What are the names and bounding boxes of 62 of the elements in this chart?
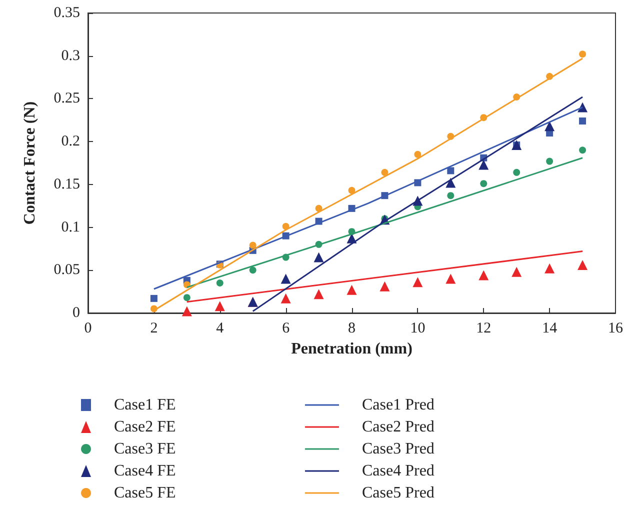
x-tick-label: 4 bbox=[216, 320, 224, 336]
legend-label: Case2 FE bbox=[114, 418, 176, 436]
y-tick-label: 0 bbox=[72, 305, 80, 321]
point bbox=[280, 293, 291, 304]
point bbox=[183, 294, 190, 302]
legend-label: Case1 FE bbox=[114, 396, 176, 414]
point bbox=[348, 186, 356, 194]
y-tick-label: 0.1 bbox=[61, 219, 80, 236]
y-tick-label: 0.2 bbox=[61, 134, 80, 150]
legend-label: Case5 FE bbox=[114, 484, 176, 502]
y-tick-label: 0.15 bbox=[54, 176, 80, 192]
point bbox=[513, 168, 520, 176]
legend-label: Case2 Pred bbox=[362, 418, 434, 436]
point bbox=[216, 280, 224, 286]
point bbox=[447, 167, 454, 174]
y-tick-label: 0.3 bbox=[61, 48, 80, 64]
x-tick-label: 12 bbox=[476, 320, 492, 336]
y-tick-label: 0.25 bbox=[54, 90, 80, 107]
point bbox=[544, 121, 555, 132]
point bbox=[579, 50, 586, 58]
x-tick-label: 16 bbox=[608, 320, 624, 336]
point bbox=[578, 102, 588, 112]
legend-label: Case1 Pred bbox=[362, 396, 434, 414]
point bbox=[478, 270, 489, 280]
point bbox=[414, 150, 422, 158]
legend-label: Case4 FE bbox=[114, 462, 176, 480]
point bbox=[249, 266, 256, 274]
point bbox=[314, 289, 324, 300]
y-tick-label: 0.05 bbox=[54, 262, 80, 278]
y-axis-title: Contact Force (N) bbox=[22, 101, 38, 225]
x-tick-label: 14 bbox=[542, 320, 558, 336]
point bbox=[381, 168, 388, 176]
point bbox=[412, 277, 423, 288]
x-tick-label: 6 bbox=[282, 320, 290, 336]
point bbox=[214, 301, 225, 312]
point bbox=[578, 260, 588, 270]
x-tick-label: 10 bbox=[410, 320, 426, 336]
point bbox=[480, 180, 488, 188]
point bbox=[447, 192, 454, 200]
point bbox=[346, 284, 357, 295]
point bbox=[249, 242, 256, 249]
legend-label: Case3 FE bbox=[114, 440, 176, 458]
x-tick-label: 2 bbox=[150, 320, 158, 336]
point bbox=[512, 266, 522, 277]
x-tick-label: 8 bbox=[348, 320, 356, 336]
x-tick-label: 0 bbox=[84, 320, 92, 336]
legend-label: Case4 Pred bbox=[362, 462, 434, 480]
point bbox=[150, 294, 158, 302]
legend-label: Case5 Pred bbox=[362, 484, 434, 502]
point bbox=[280, 274, 291, 284]
point bbox=[579, 146, 586, 154]
point bbox=[314, 252, 324, 262]
x-axis-title: Penetration (mm) bbox=[291, 340, 412, 358]
point bbox=[380, 281, 390, 292]
point bbox=[579, 118, 586, 124]
point bbox=[446, 274, 456, 284]
y-tick-label: 0.35 bbox=[54, 5, 80, 21]
point bbox=[546, 158, 554, 165]
point bbox=[478, 160, 489, 170]
point bbox=[544, 263, 555, 274]
legend-label: Case3 Pred bbox=[362, 440, 434, 458]
point bbox=[182, 306, 192, 316]
